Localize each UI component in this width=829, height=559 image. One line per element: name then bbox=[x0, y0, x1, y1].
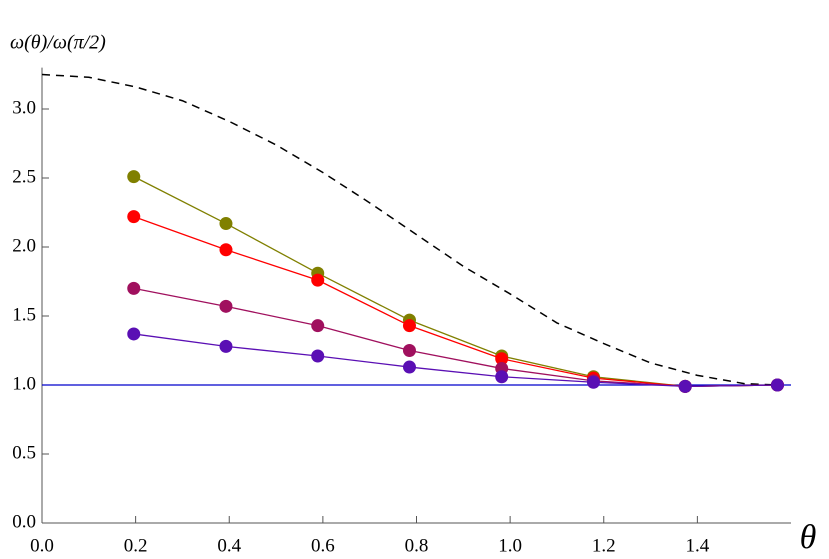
data-point bbox=[219, 299, 233, 313]
x-tick-label: 0.6 bbox=[311, 535, 335, 556]
data-point bbox=[127, 170, 141, 184]
x-tick-label: 1.4 bbox=[686, 535, 710, 556]
data-point bbox=[495, 352, 509, 366]
data-point bbox=[127, 281, 141, 295]
data-point bbox=[402, 360, 416, 374]
series-line bbox=[133, 176, 778, 388]
x-tick-label: 1.2 bbox=[592, 535, 616, 556]
data-point bbox=[402, 319, 416, 333]
data-point bbox=[219, 217, 233, 231]
data-point bbox=[311, 349, 325, 363]
data-point bbox=[402, 344, 416, 357]
series-line bbox=[41, 73, 778, 386]
data-point bbox=[127, 327, 141, 341]
data-point bbox=[678, 379, 692, 393]
series-line bbox=[133, 333, 778, 388]
y-tick-label: 2.5 bbox=[12, 166, 36, 187]
y-tick-label: 3.0 bbox=[12, 97, 36, 118]
y-tick-label: 0.0 bbox=[12, 511, 36, 532]
data-point bbox=[770, 378, 784, 392]
data-point bbox=[219, 339, 233, 353]
x-axis-label: θ bbox=[800, 519, 817, 556]
x-tick-label: 0.2 bbox=[124, 535, 148, 556]
data-point bbox=[311, 273, 325, 287]
data-point bbox=[495, 370, 509, 384]
data-point bbox=[311, 319, 325, 333]
x-tick-label: 1.0 bbox=[498, 535, 522, 556]
y-tick-label: 2.0 bbox=[12, 235, 36, 256]
data-point bbox=[127, 210, 141, 224]
data-point bbox=[586, 375, 600, 389]
x-tick-label: 0.8 bbox=[405, 535, 429, 556]
x-tick-label: 0.4 bbox=[217, 535, 241, 556]
x-tick-label: 0.0 bbox=[30, 535, 54, 556]
data-point bbox=[219, 243, 233, 257]
y-tick-label: 0.5 bbox=[12, 442, 36, 463]
y-tick-label: 1.0 bbox=[12, 373, 36, 394]
y-tick-label: 1.5 bbox=[12, 304, 36, 325]
y-axis-label: ω(θ)/ω(π/2) bbox=[10, 32, 106, 54]
